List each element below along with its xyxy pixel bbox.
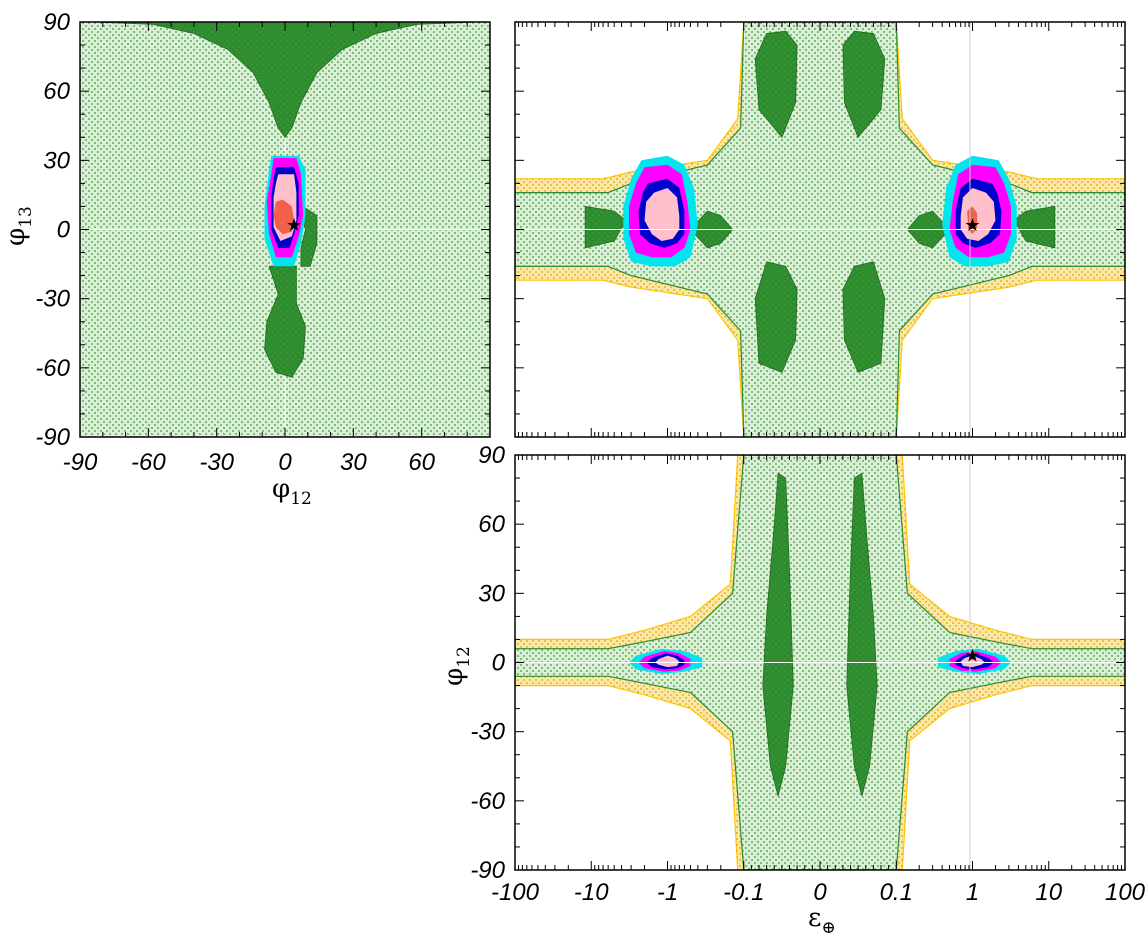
- contour-region-dots: [91, 22, 479, 138]
- best-fit-marker: ★: [964, 215, 980, 236]
- y-tick-label: 0: [57, 217, 71, 244]
- contour-region-2sigma: [644, 188, 680, 241]
- contour-region-dots: [264, 265, 306, 378]
- x-tick-label: 0: [813, 879, 827, 906]
- x-tick-label: -100: [491, 879, 540, 906]
- best-fit-marker: ★: [286, 215, 302, 236]
- contour-region-2sigma: [655, 655, 680, 668]
- y-tick-label: -30: [35, 286, 70, 313]
- contour-region-dots: [842, 261, 886, 373]
- y-tick-label: 30: [43, 147, 70, 174]
- y-tick-label: -60: [35, 355, 70, 382]
- contour-region-1sigma: [969, 651, 976, 661]
- y-tick-label: 90: [478, 442, 505, 469]
- y-tick-label: 30: [478, 580, 505, 607]
- x-tick-label: 0: [278, 449, 292, 476]
- contour-region-dots: [762, 472, 794, 797]
- y-tick-label: -90: [470, 857, 505, 884]
- panel-bottom-right: ★ -100 -10 -1 -0.1 0 0.1 1 10 100 -90 -60 -30 0 30 60…: [439, 442, 1146, 935]
- y-tick-label: -90: [35, 424, 70, 451]
- x-tick-label: 0.1: [880, 879, 913, 906]
- x-tick-label: 1: [966, 879, 979, 906]
- panel-left: ★ -90 -60 -30 0 30 60 -90 -60 -30 0 30 60 90 φ12 φ1…: [1, 9, 491, 509]
- contour-region-dots: [754, 261, 798, 373]
- panel-top-right: ★: [514, 21, 1126, 438]
- contour-region-1sigma: [273, 199, 295, 235]
- y-tick-label: 90: [43, 9, 70, 36]
- contour-region-dots: [1013, 205, 1056, 249]
- x-tick-label: -0.1: [723, 879, 764, 906]
- x-tick-label: 30: [340, 449, 367, 476]
- y-tick-label: 60: [43, 78, 70, 105]
- contour-region-dots: [842, 30, 886, 139]
- contour-region-2sigma: [960, 655, 985, 668]
- contour-region-dots: [846, 472, 878, 797]
- x-axis-label: ε⊕: [808, 903, 836, 935]
- x-tick-label: -1: [657, 879, 678, 906]
- x-tick-label: 100: [1105, 879, 1146, 906]
- contour-region-dots: [754, 30, 798, 139]
- y-axis-label: φ12: [439, 646, 474, 686]
- x-tick-label: 10: [1035, 879, 1062, 906]
- best-fit-marker: ★: [964, 646, 980, 667]
- y-tick-label: -30: [470, 719, 505, 746]
- y-axis-label: φ13: [1, 206, 36, 246]
- contour-region-dots: [584, 205, 627, 249]
- x-tick-label: -30: [199, 449, 234, 476]
- y-tick-label: -60: [470, 788, 505, 815]
- x-tick-label: -60: [131, 449, 166, 476]
- x-tick-label: 60: [408, 449, 435, 476]
- x-tick-label: -10: [574, 879, 609, 906]
- x-tick-label: -90: [63, 449, 98, 476]
- x-axis-label: φ12: [272, 474, 312, 509]
- y-tick-label: 0: [492, 650, 506, 677]
- y-tick-label: 60: [478, 511, 505, 538]
